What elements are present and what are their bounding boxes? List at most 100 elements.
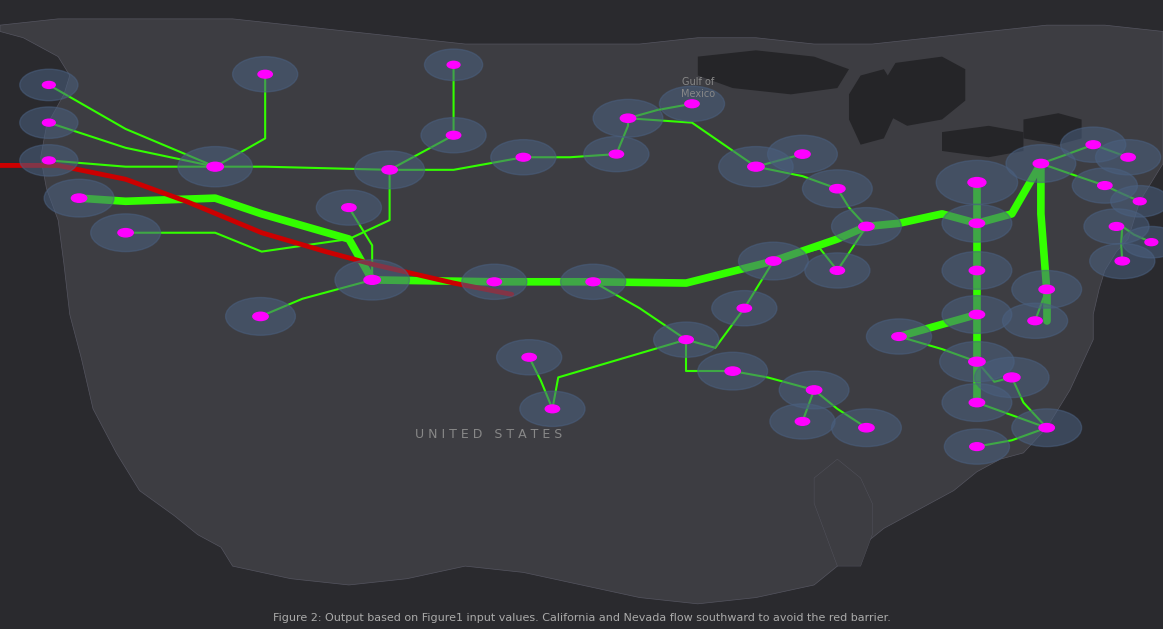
Circle shape (795, 418, 809, 425)
Polygon shape (1023, 113, 1082, 145)
Circle shape (355, 151, 424, 189)
Circle shape (659, 86, 725, 121)
Polygon shape (884, 57, 965, 126)
Circle shape (1061, 127, 1126, 162)
Circle shape (942, 204, 1012, 242)
Circle shape (685, 100, 699, 108)
Circle shape (522, 353, 536, 361)
Circle shape (545, 405, 559, 413)
Circle shape (335, 260, 409, 300)
Circle shape (252, 312, 269, 321)
Circle shape (942, 384, 1012, 421)
Circle shape (586, 278, 600, 286)
Circle shape (1133, 198, 1147, 204)
Circle shape (858, 222, 875, 231)
Circle shape (969, 310, 985, 319)
Circle shape (1033, 159, 1049, 168)
Circle shape (44, 179, 114, 217)
Circle shape (424, 49, 483, 81)
Text: Gulf of
Mexico: Gulf of Mexico (680, 77, 715, 99)
Circle shape (1012, 409, 1082, 447)
Circle shape (832, 409, 901, 447)
Circle shape (770, 404, 835, 439)
Circle shape (712, 291, 777, 326)
Circle shape (802, 170, 872, 208)
Circle shape (832, 208, 901, 245)
Circle shape (462, 264, 527, 299)
Circle shape (117, 228, 134, 237)
Circle shape (805, 253, 870, 288)
Circle shape (944, 429, 1009, 464)
Circle shape (381, 165, 398, 174)
Circle shape (829, 184, 846, 193)
Circle shape (233, 57, 298, 92)
Circle shape (969, 357, 985, 366)
Circle shape (969, 266, 985, 275)
Circle shape (942, 296, 1012, 333)
Circle shape (178, 147, 252, 187)
Circle shape (970, 443, 984, 450)
Circle shape (42, 157, 56, 164)
Circle shape (1028, 317, 1042, 325)
Circle shape (1110, 223, 1123, 230)
Circle shape (748, 162, 764, 171)
Circle shape (487, 278, 501, 286)
Circle shape (679, 336, 693, 343)
Circle shape (1144, 238, 1157, 245)
Circle shape (737, 304, 751, 312)
Circle shape (1115, 257, 1129, 265)
Text: Figure 2: Output based on Figure1 input values. California and Nevada flow south: Figure 2: Output based on Figure1 input … (272, 613, 891, 623)
Circle shape (1004, 373, 1020, 382)
Polygon shape (698, 50, 849, 94)
Circle shape (516, 153, 530, 161)
Circle shape (421, 118, 486, 153)
Circle shape (1111, 186, 1163, 217)
Circle shape (520, 391, 585, 426)
Polygon shape (0, 19, 1163, 604)
Circle shape (719, 147, 793, 187)
Circle shape (609, 150, 623, 158)
Circle shape (447, 131, 461, 139)
Circle shape (739, 242, 808, 280)
Circle shape (942, 252, 1012, 289)
Circle shape (768, 135, 837, 173)
Circle shape (42, 119, 56, 126)
Circle shape (1096, 140, 1161, 175)
Text: U N I T E D   S T A T E S: U N I T E D S T A T E S (415, 428, 562, 440)
Circle shape (654, 322, 719, 357)
Circle shape (364, 276, 380, 284)
Circle shape (1003, 303, 1068, 338)
Circle shape (561, 264, 626, 299)
Circle shape (1098, 182, 1112, 189)
Circle shape (584, 136, 649, 172)
Circle shape (42, 81, 56, 88)
Circle shape (71, 194, 87, 203)
Circle shape (969, 219, 985, 228)
Circle shape (1122, 226, 1163, 258)
Circle shape (698, 352, 768, 390)
Circle shape (593, 99, 663, 137)
Circle shape (806, 386, 822, 394)
Circle shape (892, 333, 906, 340)
Circle shape (316, 190, 381, 225)
Circle shape (794, 150, 811, 159)
Circle shape (226, 298, 295, 335)
Circle shape (1072, 168, 1137, 203)
Circle shape (1084, 209, 1149, 244)
Polygon shape (942, 126, 1023, 157)
Circle shape (936, 160, 1018, 204)
Circle shape (20, 107, 78, 138)
Circle shape (975, 357, 1049, 398)
Circle shape (447, 61, 461, 69)
Circle shape (20, 145, 78, 176)
Circle shape (497, 340, 562, 375)
Circle shape (779, 371, 849, 409)
Circle shape (968, 177, 986, 187)
Circle shape (765, 257, 782, 265)
Circle shape (20, 69, 78, 101)
Polygon shape (814, 459, 872, 566)
Circle shape (91, 214, 160, 252)
Circle shape (491, 140, 556, 175)
Circle shape (1039, 285, 1055, 294)
Circle shape (830, 267, 844, 274)
